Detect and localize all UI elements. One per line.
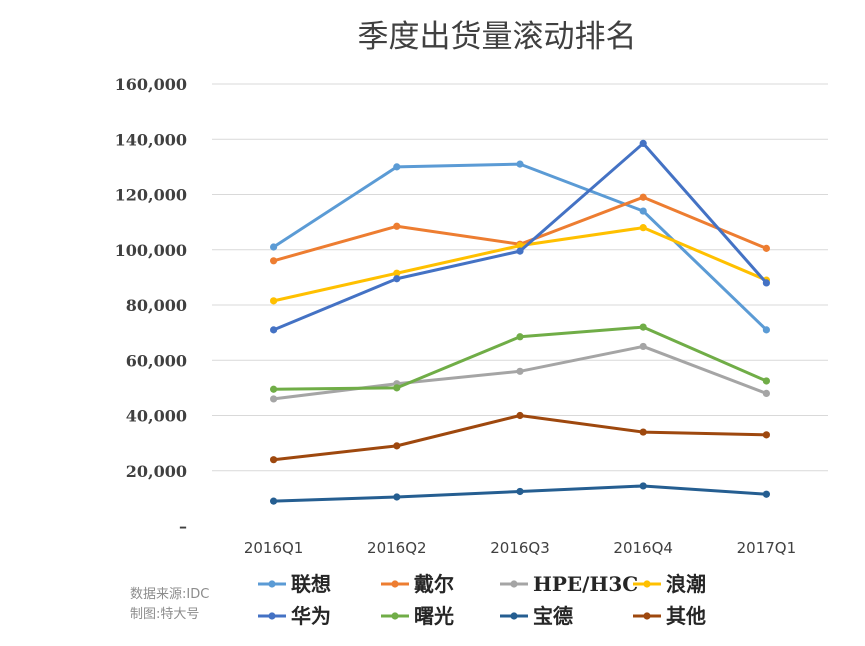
legend-label: 戴尔 [414, 572, 454, 596]
data-point [639, 139, 647, 147]
y-tick-label: 20,000 [126, 462, 187, 481]
data-point [639, 323, 647, 331]
legend-item: 宝德 [500, 604, 573, 628]
data-point [762, 490, 771, 498]
data-point [516, 333, 524, 341]
series-lines [270, 139, 771, 505]
data-point [393, 163, 401, 171]
y-tick-label: 160,000 [115, 75, 187, 94]
source-line-data: 数据来源:IDC [130, 587, 209, 602]
x-tick-label: 2016Q4 [613, 539, 673, 557]
legend-item: 华为 [258, 604, 331, 628]
x-tick-label: 2016Q1 [244, 539, 304, 557]
source-line-author: 制图:特大号 [130, 607, 199, 622]
series-华为 [270, 139, 771, 334]
data-point [393, 493, 401, 501]
legend-swatch-marker [510, 612, 518, 620]
legend-item: 其他 [633, 604, 706, 628]
data-point [639, 342, 647, 351]
x-tick-label: 2017Q1 [737, 539, 797, 557]
series-曙光 [270, 323, 771, 393]
legend-item: 戴尔 [381, 572, 454, 596]
y-tick-label: 100,000 [115, 241, 187, 260]
data-point [639, 224, 647, 232]
data-point [762, 326, 771, 334]
data-point [516, 160, 524, 168]
legend-swatch-marker [391, 612, 399, 620]
data-point [762, 431, 771, 439]
series-line [272, 141, 768, 332]
x-axis-ticks: 2016Q1 2016Q2 2016Q3 2016Q4 2017Q1 [244, 539, 796, 557]
data-point [516, 411, 524, 420]
y-tick-label: 80,000 [126, 296, 187, 315]
data-point [762, 389, 771, 397]
y-tick-label: 60,000 [126, 351, 187, 370]
y-tick-label: 140,000 [115, 130, 187, 149]
legend-label: 曙光 [414, 604, 454, 628]
data-point [639, 482, 647, 490]
data-point [270, 326, 278, 334]
legend-label: HPE/H3C [533, 572, 638, 596]
data-point [270, 257, 278, 265]
data-point [762, 377, 771, 385]
y-tick-label: – [179, 517, 187, 536]
legend-swatch-marker [268, 580, 276, 588]
legend-swatch-marker [268, 612, 276, 620]
data-point [270, 395, 278, 403]
legend-label: 华为 [291, 604, 331, 628]
data-point [639, 193, 647, 201]
data-point [393, 269, 401, 277]
series-联想 [270, 160, 771, 334]
data-point [393, 275, 401, 283]
legend-swatch-marker [391, 580, 399, 588]
data-point [516, 367, 524, 375]
data-point [270, 456, 278, 464]
series-HPE/H3C [270, 342, 771, 403]
data-point [270, 243, 278, 251]
legend-label: 宝德 [533, 604, 573, 628]
data-point [639, 428, 647, 436]
data-point [270, 297, 278, 305]
legend-item: HPE/H3C [500, 572, 638, 596]
data-point [393, 222, 401, 230]
series-其他 [270, 411, 771, 464]
legend-swatch-marker [643, 612, 651, 620]
data-point [270, 497, 278, 505]
x-tick-label: 2016Q3 [490, 539, 550, 557]
y-tick-label: 120,000 [115, 186, 187, 205]
data-point [516, 242, 524, 250]
legend-swatch-marker [643, 580, 651, 588]
y-tick-label: 40,000 [126, 407, 187, 426]
chart-title: 季度出货量滚动排名 [358, 19, 637, 55]
legend-item: 曙光 [381, 604, 454, 628]
legend-label: 联想 [291, 572, 331, 596]
series-宝德 [270, 482, 771, 505]
data-point [516, 487, 524, 496]
data-point [762, 279, 771, 287]
legend-label: 浪潮 [666, 572, 706, 596]
legend-item: 联想 [258, 572, 331, 596]
data-point [393, 442, 401, 450]
x-tick-label: 2016Q2 [367, 539, 427, 557]
data-point [393, 384, 401, 392]
legend-swatch-marker [510, 580, 518, 588]
series-浪潮 [270, 224, 771, 305]
y-axis-ticks: – 20,000 40,000 60,000 80,000 100,000 120,000 1… [115, 75, 187, 536]
data-point [516, 247, 524, 255]
series-line [272, 414, 768, 462]
data-point [639, 207, 647, 215]
legend-item: 浪潮 [633, 572, 706, 596]
data-point [270, 385, 278, 393]
data-point [762, 244, 771, 252]
source-note: 数据来源:IDC 制图:特大号 [130, 587, 209, 622]
legend-label: 其他 [666, 604, 706, 628]
